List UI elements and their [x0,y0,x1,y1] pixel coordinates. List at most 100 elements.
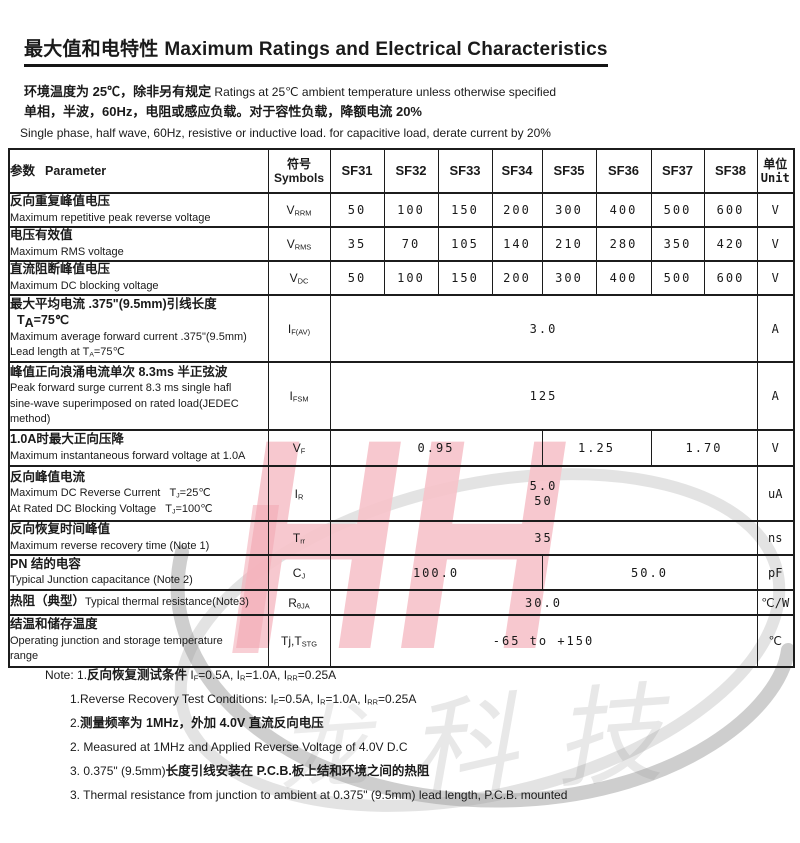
parameter-cell: 热阻（典型）Typical thermal resistance(Note3) [8,589,269,616]
value-cell: 150 [437,192,493,228]
model-column-header: SF34 [491,148,543,194]
symbol-cell: IFSM [267,361,331,431]
parameter-cell: 峰值正向浪涌电流单次 8.3ms 半正弦波 Peak forward surge … [8,361,269,431]
parameter-cell: PN 结的电容 Typical Junction capacitance (Not… [8,554,269,591]
model-column-header: SF32 [383,148,439,194]
value-cell: 400 [595,260,652,296]
value-cell: 50.0 [541,554,758,591]
table-row: 反向峰值电流 Maximum DC Reverse Current TJ=25℃ A… [8,465,795,522]
symbol-cell: VDC [267,260,331,296]
symbol-cell: CJ [267,554,331,591]
unit-cell: V [756,226,795,262]
value-cell: 600 [703,260,758,296]
symbol-cell: IF(AV) [267,294,331,363]
table-row: 最大平均电流 .375"(9.5mm)引线长度 TA=75℃ Maximum av… [8,294,795,363]
column-header-unit: 单位 Unit [756,148,795,194]
value-cell: 5.0 50 [329,465,758,522]
parameter-cell: 反向重复峰值电压 Maximum repetitive peak reverse … [8,192,269,228]
note-line: 3. 0.375" (9.5mm)长度引线安装在 P.C.B.板上结和环境之间的… [70,764,430,778]
value-cell: 1.70 [650,429,758,467]
value-cell: 500 [650,260,705,296]
parameter-cell: 反向峰值电流 Maximum DC Reverse Current TJ=25℃ A… [8,465,269,522]
table-row: 反向恢复时间峰值 Maximum reverse recovery time (N… [8,520,795,556]
value-cell: 140 [491,226,543,262]
unit-cell: pF [756,554,795,591]
unit-header-en: Unit [760,171,790,185]
page-title: 最大值和电特性 Maximum Ratings and Electrical Ch… [24,34,608,67]
value-cell: 105 [437,226,493,262]
value-cell: 210 [541,226,597,262]
parameter-cell: 电压有效值 Maximum RMS voltage [8,226,269,262]
unit-cell: V [756,429,795,467]
unit-cell: V [756,192,795,228]
value-cell: 500 [650,192,705,228]
condition-line-3: Single phase, half wave, 60Hz, resistive… [20,126,551,140]
table-row: 结温和储存温度 Operating junction and storage te… [8,614,795,668]
model-column-header: SF35 [541,148,597,194]
table-row: 电压有效值 Maximum RMS voltage VRMS 35 70 105 140 21… [8,226,795,262]
value-cell: 400 [595,192,652,228]
table-row: 直流阻断峰值电压 Maximum DC blocking voltage VDC 50… [8,260,795,296]
parameter-cell: 反向恢复时间峰值 Maximum reverse recovery time (N… [8,520,269,556]
column-header-symbols: 符号 Symbols [267,148,331,194]
parameter-cell: 直流阻断峰值电压 Maximum DC blocking voltage [8,260,269,296]
parameter-cell: 结温和储存温度 Operating junction and storage te… [8,614,269,668]
value-cell: 125 [329,361,758,431]
note-line: 2.测量频率为 1MHz，外加 4.0V 直流反向电压 [70,716,324,730]
table-row: 1.0A时最大正向压降 Maximum instantaneous forward… [8,429,795,467]
param-header-en: Parameter [45,164,107,178]
table-row: 反向重复峰值电压 Maximum repetitive peak reverse … [8,192,795,228]
unit-header-zh: 单位 [763,157,788,171]
unit-cell: ℃ [756,614,795,668]
value-cell: 50 [329,260,385,296]
watermark-text: 科技 [404,669,704,814]
note-line: 1.Reverse Recovery Test Conditions: IF=0… [70,692,417,707]
value-cell: 3.0 [329,294,758,363]
symbol-cell: Tj,TSTG [267,614,331,668]
model-column-header: SF38 [703,148,758,194]
value-cell: 350 [650,226,705,262]
table-row: 热阻（典型）Typical thermal resistance(Note3) R… [8,589,795,616]
symbol-cell: IR [267,465,331,522]
note-line: 2. Measured at 1MHz and Applied Reverse … [70,740,408,754]
page-title-en: Maximum Ratings and Electrical Character… [164,39,608,60]
note-line: Note: 1.反向恢复测试条件 IF=0.5A, IR=1.0A, IRR=0… [45,668,337,683]
value-cell: 200 [491,192,543,228]
symbols-header-zh: 符号 [286,157,311,171]
unit-cell: V [756,260,795,296]
table-body: 反向重复峰值电压 Maximum repetitive peak reverse … [8,192,795,668]
value-cell: 150 [437,260,493,296]
unit-cell: ℃/W [756,589,795,616]
value-cell: 70 [383,226,439,262]
condition-line-2: 单相，半波，60Hz，电阻或感应负载。对于容性负载，降额电流 20% [24,104,422,119]
table-header-row: 参数 Parameter 符号 Symbols SF31 SF32 SF33 SF34 S… [8,148,795,194]
value-cell: 100.0 [329,554,543,591]
value-cell: 300 [541,260,597,296]
value-cell: 600 [703,192,758,228]
table-row: PN 结的电容 Typical Junction capacitance (Not… [8,554,795,591]
value-cell: 1.25 [541,429,652,467]
notes-block: Note: 1.反向恢复测试条件 IF=0.5A, IR=1.0A, IRR=0… [45,667,765,811]
value-cell: 100 [383,192,439,228]
value-cell: 200 [491,260,543,296]
value-cell: 35 [329,226,385,262]
symbol-cell: RθJA [267,589,331,616]
value-cell: 100 [383,260,439,296]
value-cell: 420 [703,226,758,262]
page-title-zh: 最大值和电特性 [24,39,159,60]
value-cell: 50 [329,192,385,228]
model-column-header: SF36 [595,148,652,194]
symbol-cell: VF [267,429,331,467]
symbols-header-en: Symbols [273,171,324,185]
unit-cell: uA [756,465,795,522]
unit-cell: ns [756,520,795,556]
column-header-parameter: 参数 Parameter [8,148,269,194]
model-column-header: SF37 [650,148,705,194]
ratings-table: 参数 Parameter 符号 Symbols SF31 SF32 SF33 SF34 S… [8,148,795,668]
note-line: 3. Thermal resistance from junction to a… [70,788,568,802]
watermark-partial-char: 龙 [274,692,382,806]
symbol-cell: VRMS [267,226,331,262]
model-column-header: SF33 [437,148,493,194]
value-cell: 280 [595,226,652,262]
